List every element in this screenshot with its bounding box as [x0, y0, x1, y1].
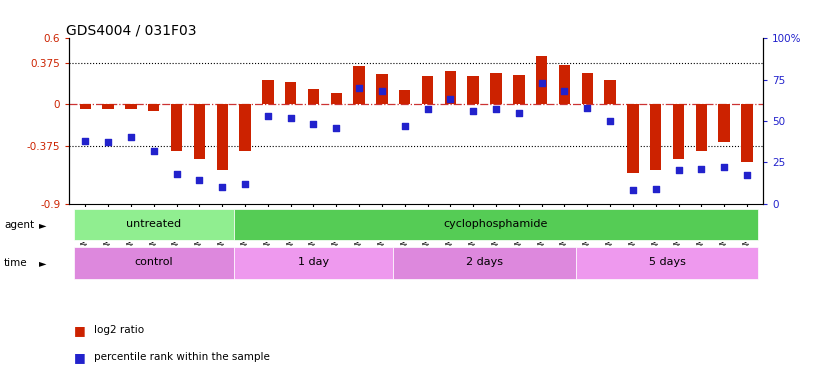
- Bar: [605, 80, 616, 104]
- Point: [398, 123, 411, 129]
- Bar: [74, 209, 233, 240]
- Bar: [399, 90, 410, 104]
- Bar: [741, 104, 752, 162]
- Bar: [673, 104, 685, 159]
- Bar: [103, 104, 114, 109]
- Bar: [513, 75, 525, 104]
- Point: [650, 185, 663, 192]
- Point: [740, 172, 753, 179]
- Text: ►: ►: [39, 258, 47, 268]
- Bar: [193, 104, 205, 159]
- Text: ►: ►: [39, 220, 47, 230]
- Bar: [393, 248, 576, 279]
- Point: [124, 134, 137, 141]
- Text: GDS4004 / 031F03: GDS4004 / 031F03: [66, 23, 197, 37]
- Bar: [422, 76, 433, 104]
- Bar: [233, 248, 393, 279]
- Text: 2 days: 2 days: [466, 257, 503, 267]
- Bar: [490, 73, 502, 104]
- Point: [558, 88, 571, 94]
- Point: [581, 105, 594, 111]
- Bar: [628, 104, 639, 173]
- Text: percentile rank within the sample: percentile rank within the sample: [94, 352, 270, 362]
- Bar: [536, 56, 548, 104]
- Point: [353, 85, 366, 91]
- Point: [193, 177, 206, 184]
- Point: [261, 113, 274, 119]
- Point: [695, 166, 708, 172]
- Bar: [126, 104, 136, 109]
- Point: [170, 171, 183, 177]
- Point: [238, 180, 251, 187]
- Bar: [468, 76, 479, 104]
- Bar: [216, 104, 228, 170]
- Point: [215, 184, 228, 190]
- Bar: [148, 104, 159, 111]
- Point: [512, 109, 526, 116]
- Text: control: control: [135, 257, 173, 267]
- Point: [330, 124, 343, 131]
- Bar: [582, 73, 593, 104]
- Bar: [559, 65, 570, 104]
- Bar: [445, 71, 456, 104]
- Bar: [239, 104, 251, 151]
- Point: [604, 118, 617, 124]
- Bar: [718, 104, 730, 142]
- Point: [717, 164, 730, 170]
- Text: untreated: untreated: [126, 219, 181, 229]
- Bar: [696, 104, 707, 151]
- Point: [375, 88, 388, 94]
- Point: [490, 106, 503, 113]
- Point: [102, 139, 115, 146]
- Point: [79, 138, 92, 144]
- Bar: [262, 80, 273, 104]
- Point: [421, 106, 434, 113]
- Point: [444, 96, 457, 103]
- Point: [627, 187, 640, 194]
- Bar: [308, 89, 319, 104]
- Point: [147, 147, 160, 154]
- Bar: [74, 248, 233, 279]
- Point: [307, 121, 320, 127]
- Bar: [576, 248, 758, 279]
- Bar: [650, 104, 662, 170]
- Bar: [330, 93, 342, 104]
- Text: ■: ■: [73, 324, 85, 337]
- Text: cyclophosphamide: cyclophosphamide: [444, 219, 548, 229]
- Text: agent: agent: [4, 220, 34, 230]
- Bar: [376, 74, 388, 104]
- Point: [284, 114, 297, 121]
- Bar: [171, 104, 182, 151]
- Text: ■: ■: [73, 351, 85, 364]
- Text: 5 days: 5 days: [649, 257, 685, 267]
- Point: [467, 108, 480, 114]
- Bar: [80, 104, 91, 109]
- Text: time: time: [4, 258, 28, 268]
- Text: 1 day: 1 day: [298, 257, 329, 267]
- Bar: [285, 83, 296, 104]
- Text: log2 ratio: log2 ratio: [94, 325, 144, 335]
- Bar: [353, 66, 365, 104]
- Bar: [233, 209, 758, 240]
- Point: [672, 167, 685, 174]
- Point: [535, 80, 548, 86]
